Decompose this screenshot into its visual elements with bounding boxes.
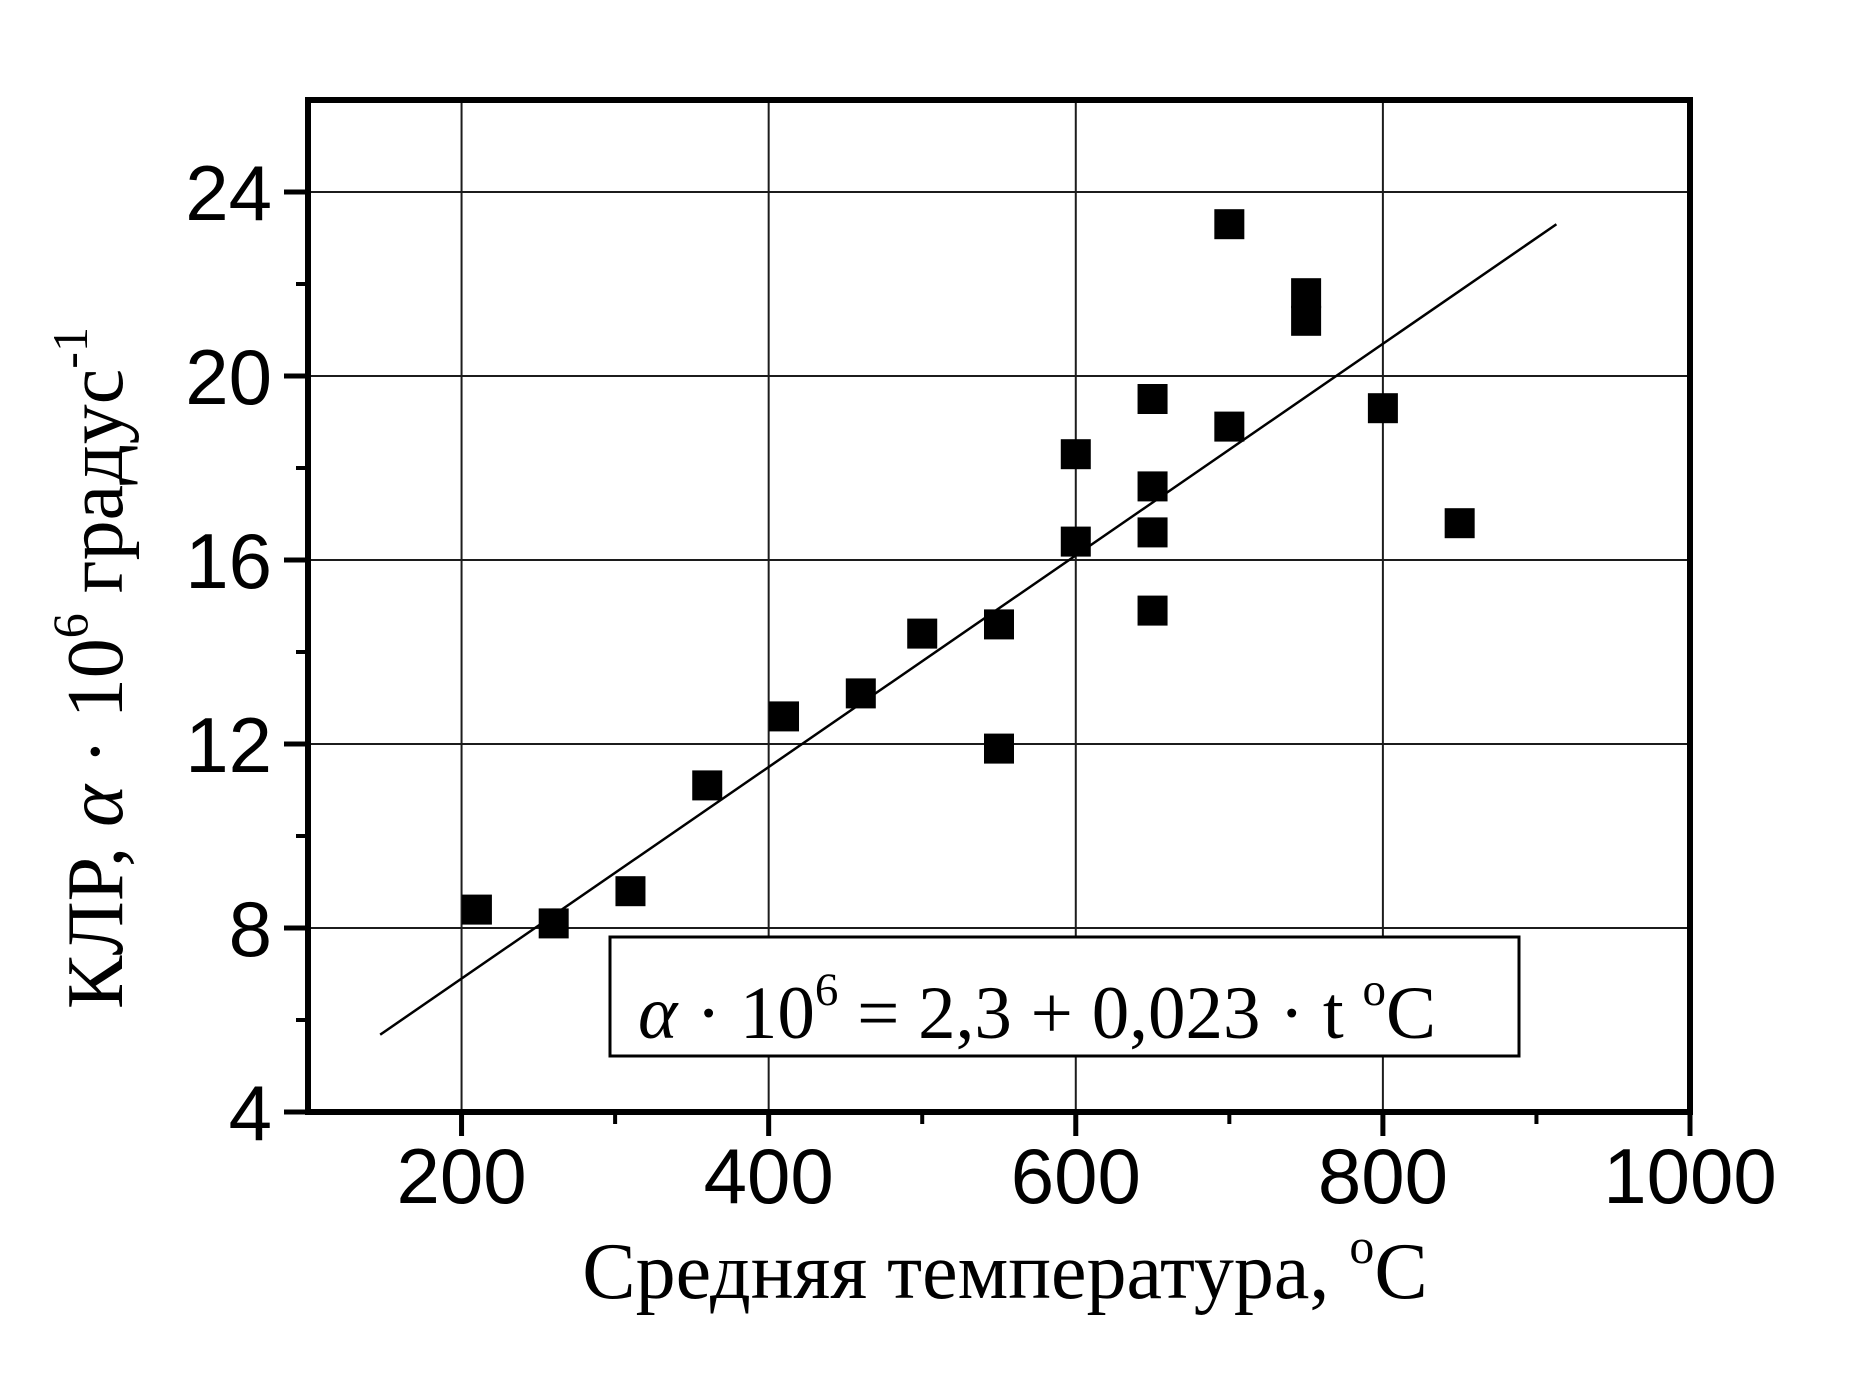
data-point — [1444, 508, 1475, 539]
data-point — [845, 678, 876, 709]
data-point — [907, 618, 938, 649]
y-tick-label: 4 — [229, 1069, 272, 1157]
data-point — [769, 701, 800, 732]
data-point — [1137, 384, 1168, 414]
data-point — [984, 609, 1014, 640]
data-point — [1214, 209, 1245, 240]
data-point — [1291, 278, 1322, 309]
x-tick-label: 600 — [1011, 1132, 1141, 1220]
data-point — [1060, 439, 1091, 470]
y-axis-title: КЛР, α · 106 градус-1 — [42, 327, 140, 1009]
data-point — [1214, 411, 1245, 442]
data-point — [1137, 517, 1168, 548]
y-tick-label: 24 — [185, 149, 272, 237]
data-point — [692, 770, 723, 801]
equation-box — [608, 935, 1521, 1058]
equation-text: α · 106 = 2,3 + 0,023 · t oC — [638, 964, 1436, 1055]
y-tick-label: 8 — [229, 885, 272, 973]
data-point — [615, 876, 646, 907]
x-tick-label: 200 — [396, 1132, 526, 1220]
data-point — [1291, 305, 1322, 336]
x-tick-label: 400 — [704, 1132, 834, 1220]
data-point — [984, 733, 1014, 764]
y-tick-label: 20 — [185, 333, 272, 421]
plot-frame — [305, 97, 1693, 1115]
data-point — [1367, 393, 1398, 424]
x-tick-label: 1000 — [1603, 1132, 1777, 1220]
y-tick-label: 16 — [185, 517, 272, 605]
fit-line — [379, 223, 1558, 1036]
data-point — [538, 908, 569, 939]
data-point — [1060, 526, 1091, 557]
data-point — [461, 894, 492, 925]
x-axis-title: Средняя температура, oC — [582, 1218, 1428, 1316]
y-tick-label: 12 — [185, 701, 272, 789]
data-point — [1137, 595, 1168, 626]
x-tick-label: 800 — [1318, 1132, 1448, 1220]
data-point — [1137, 471, 1168, 502]
